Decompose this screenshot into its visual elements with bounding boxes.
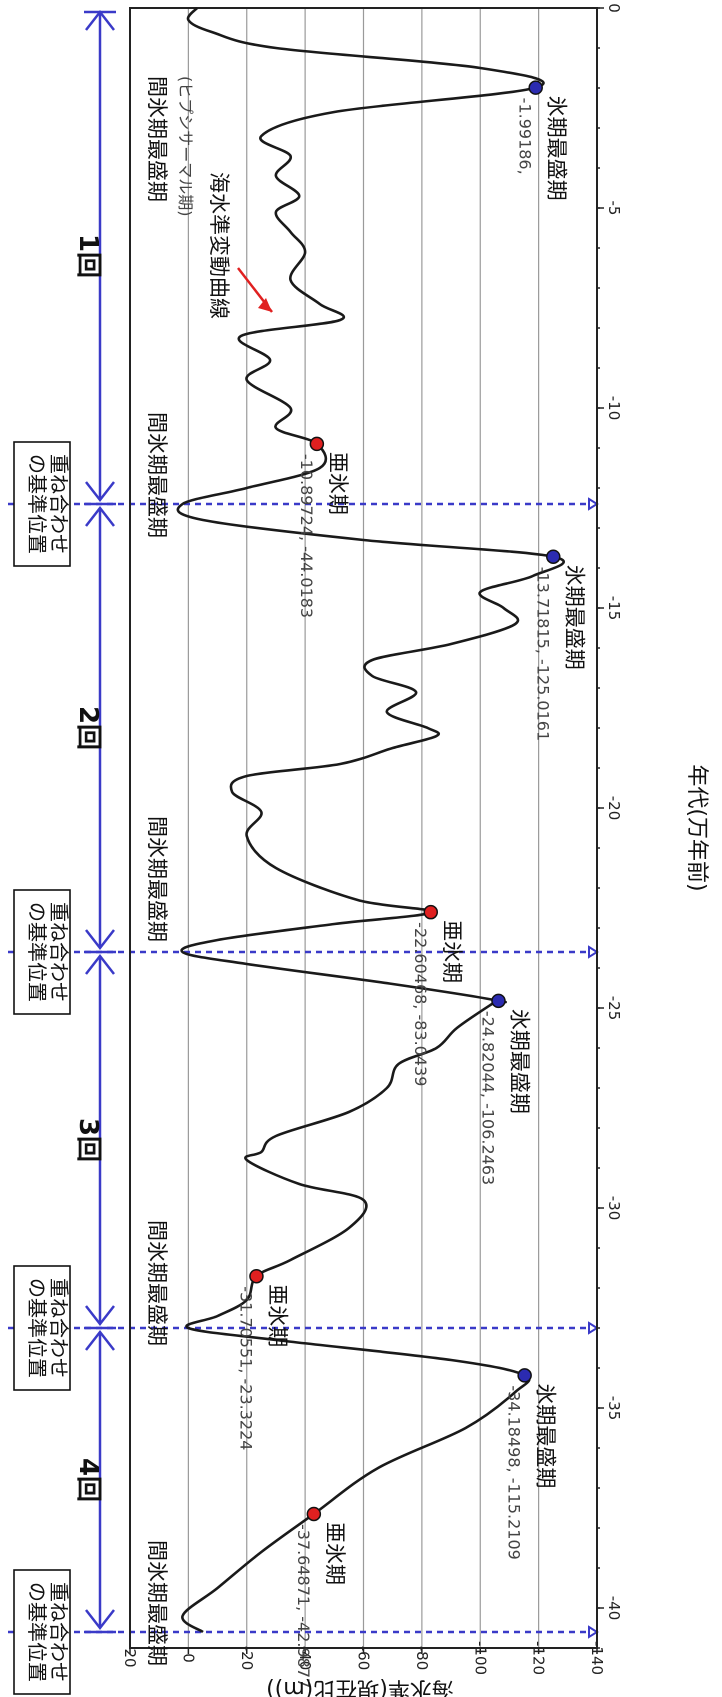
point-coordinate-label: -10.89724, -44.0183: [297, 454, 316, 618]
ref-label-line2: の基準位置: [25, 902, 49, 1002]
cycle-label: 2回: [73, 706, 103, 750]
ref-label-line1: 重ね合わせ: [47, 454, 71, 554]
interglacial-maximum-label: 間氷期最盛期: [145, 816, 169, 942]
x-tick-label: -30: [605, 1196, 623, 1221]
glacial-label: 氷期最盛期: [562, 565, 586, 670]
stadial-label: 亜氷期: [440, 920, 464, 983]
point-coordinate-label: -24.82044, -106.2463: [478, 1011, 497, 1185]
point-coordinate-label: -1.99186,: [516, 98, 535, 175]
stadial-label: 亜氷期: [323, 1522, 347, 1585]
bracket-arrowhead: [85, 481, 115, 503]
data-point-stadial: [249, 1268, 264, 1284]
data-point-glacial: [546, 549, 561, 564]
bracket-arrowhead: [85, 929, 115, 951]
x-tick-label: -5: [605, 201, 623, 216]
stadial-label: 亜氷期: [326, 452, 350, 515]
y-tick-label: -120: [530, 1641, 548, 1675]
x-tick-label: -15: [605, 596, 623, 621]
x-tick-label: -20: [605, 796, 623, 821]
y-tick-label: 0: [179, 1653, 197, 1663]
ref-label-line2: の基準位置: [25, 1582, 49, 1682]
point-coordinate-label: -22.60468, -83.0439: [411, 922, 430, 1086]
ref-label-line2: の基準位置: [25, 1278, 49, 1378]
interglacial-maximum-label: 間氷期最盛期: [145, 76, 169, 202]
ref-label-line2: の基準位置: [25, 454, 49, 554]
ref-label-border: [13, 1265, 71, 1391]
annotations: 亜氷期氷期最盛期亜氷期氷期最盛期亜氷期氷期最盛期亜氷期氷期最盛期間氷期最盛期間氷…: [145, 76, 586, 1666]
x-axis-label: 年代(万年前): [684, 764, 709, 891]
y-tick-label: -80: [413, 1646, 431, 1671]
reference-arrowhead: [588, 497, 599, 511]
data-point-glacial: [491, 993, 506, 1009]
cycle-label: 4回: [73, 1458, 103, 1502]
interglacial-maximum-label: 間氷期最盛期: [145, 412, 169, 538]
data-points: -37.64871, -42.9877 -34.18498, -115.2109 -…: [236, 80, 561, 1688]
ref-label-border: [13, 441, 71, 567]
curve-name-arrowhead: [258, 298, 272, 312]
bracket-arrowhead: [85, 953, 115, 975]
axis-labels: 年代(万年前) 海水準(現在比(m)): [266, 764, 709, 1697]
bracket-arrowhead: [85, 1305, 115, 1327]
curve-name-label: 海水準変動曲線: [207, 172, 231, 319]
bracket-arrowhead: [85, 1329, 115, 1351]
cycle-brackets: 4回 3回 2回 1回: [73, 9, 116, 1634]
cycle-label: 1回: [73, 234, 103, 278]
x-axis-ticks: -40 -35 -30 -25 -20 -15 -10 -5 0: [597, 3, 623, 1649]
cycle-label: 3回: [73, 1118, 103, 1162]
x-tick-label: -10: [605, 396, 623, 421]
y-tick-label: -140: [588, 1641, 606, 1675]
bracket-arrowhead: [85, 1609, 115, 1631]
interglacial-maximum-label: 間氷期最盛期: [145, 1540, 169, 1666]
ref-label-line1: 重ね合わせ: [47, 1278, 71, 1378]
sea-level-curve: [176, 7, 565, 1634]
x-tick-label: -40: [605, 1596, 623, 1621]
glacial-label: 氷期最盛期: [545, 96, 569, 201]
point-coordinate-label: -31.70551, -23.3224: [236, 1286, 255, 1450]
data-point-stadial: [309, 436, 325, 452]
data-point-stadial: [306, 1506, 322, 1522]
point-coordinate-label: -37.64871, -42.9877: [294, 1524, 313, 1688]
y-axis-label: 海水準(現在比(m)): [266, 1676, 454, 1697]
reference-arrowhead: [588, 1321, 599, 1335]
point-coordinate-label: -34.18498, -115.2109: [505, 1385, 524, 1559]
bracket-arrowhead: [85, 505, 115, 527]
y-tick-label: -100: [471, 1641, 489, 1675]
y-tick-label: 20: [121, 1648, 139, 1667]
point-coordinate-label: -13.71815, -125.0161: [533, 567, 552, 741]
ref-label-border: [13, 889, 71, 1015]
ref-label-line1: 重ね合わせ: [47, 1582, 71, 1682]
data-point-stadial: [423, 904, 439, 920]
glacial-label: 氷期最盛期: [507, 1009, 531, 1114]
data-point-glacial: [528, 80, 543, 95]
y-tick-label: -40: [296, 1646, 314, 1671]
y-tick-label: -20: [238, 1646, 256, 1671]
glacial-label: 氷期最盛期: [534, 1383, 558, 1488]
hypsithermal-label: (ヒプシサーマル期): [176, 76, 195, 217]
x-tick-label: 0: [605, 3, 623, 13]
ref-label-line1: 重ね合わせ: [47, 902, 71, 1002]
y-tick-label: -60: [355, 1646, 373, 1671]
reference-arrowhead: [588, 1625, 599, 1639]
stadial-label: 亜氷期: [265, 1284, 289, 1347]
reference-arrowhead: [588, 945, 599, 959]
data-point-glacial: [517, 1368, 532, 1383]
reference-lines: [8, 497, 599, 1639]
interglacial-maximum-label: 間氷期最盛期: [145, 1220, 169, 1346]
x-tick-label: -35: [605, 1396, 623, 1421]
ref-label-border: [13, 1569, 71, 1695]
y-axis-ticks: 20 0 -20 -40 -60 -80 -100 -120 -140: [121, 1641, 606, 1675]
x-tick-label: -25: [605, 996, 623, 1021]
